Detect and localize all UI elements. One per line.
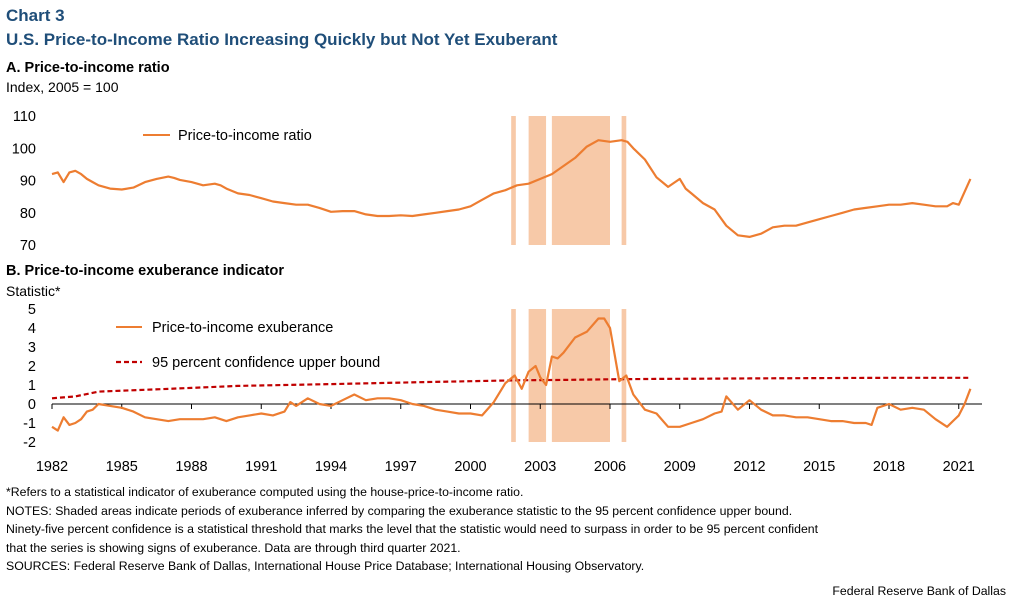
legend-b-bound-label: 95 percent confidence upper bound <box>152 355 380 371</box>
series-confidence-upper-bound <box>51 376 971 400</box>
xtick-label-11: 2015 <box>803 459 835 475</box>
sources: SOURCES: Federal Reserve Bank of Dallas,… <box>6 559 645 573</box>
ytick-a-1: 100 <box>12 141 36 157</box>
ytick-b-4: 1 <box>28 378 36 394</box>
ytick-b-3: 2 <box>28 359 36 375</box>
ytick-b-5: 0 <box>28 397 36 413</box>
xtick-label-2: 1988 <box>175 459 207 475</box>
series-price-to-income-ratio <box>51 139 972 238</box>
ytick-b-6: -1 <box>23 416 36 432</box>
ytick-b-1: 4 <box>28 321 36 337</box>
series <box>51 139 972 432</box>
xtick-label-0: 1982 <box>36 459 68 475</box>
notes-block: *Refers to a statistical indicator of ex… <box>6 483 1021 576</box>
ytick-b-2: 3 <box>28 340 36 356</box>
legend-b-exuberance-label: Price-to-income exuberance <box>152 320 333 336</box>
legend: Price-to-income ratio Price-to-income ex… <box>116 128 380 371</box>
panel-b-title: B. Price-to-income exuberance indicator <box>6 263 284 279</box>
ytick-a-4: 70 <box>20 238 36 254</box>
panel-a-unit-label: Index, 2005 = 100 <box>6 79 119 95</box>
xtick-label-8: 2006 <box>594 459 626 475</box>
notes-line-1: NOTES: Shaded areas indicate periods of … <box>6 503 793 518</box>
ytick-b-0: 5 <box>28 302 36 318</box>
ytick-a-3: 80 <box>20 206 36 222</box>
ytick-b-7: -2 <box>23 435 36 451</box>
shade-a-3 <box>621 116 627 245</box>
chart-number: Chart 3 <box>6 6 65 25</box>
notes-line-3: that the series is showing signs of exub… <box>6 540 461 555</box>
xtick-label-5: 1997 <box>385 459 417 475</box>
xtick-label-9: 2009 <box>664 459 696 475</box>
shade-b-3 <box>621 309 627 442</box>
xtick-label-4: 1994 <box>315 459 347 475</box>
ytick-a-2: 90 <box>20 174 36 190</box>
xtick-label-1: 1985 <box>106 459 138 475</box>
shade-b-2 <box>551 309 610 442</box>
panel-a-title: A. Price-to-income ratio <box>6 60 170 76</box>
shade-b-1 <box>528 309 547 442</box>
xtick-label-7: 2003 <box>524 459 556 475</box>
shade-a-0 <box>511 116 516 245</box>
xtick-label-10: 2012 <box>733 459 765 475</box>
shaded-periods <box>511 116 627 442</box>
xtick-label-6: 2000 <box>454 459 486 475</box>
ytick-a-0: 110 <box>13 109 36 125</box>
panel-b-unit-label: Statistic* <box>6 283 61 299</box>
series-price-to-income-exuberance <box>51 317 972 432</box>
xtick-label-3: 1991 <box>245 459 277 475</box>
chart-title: U.S. Price-to-Income Ratio Increasing Qu… <box>6 30 558 49</box>
legend-a-label: Price-to-income ratio <box>178 128 312 144</box>
notes-line-2: Ninety-five percent confidence is a stat… <box>6 522 819 536</box>
credit: Federal Reserve Bank of Dallas <box>832 584 1006 598</box>
shade-a-2 <box>551 116 610 245</box>
footnote: *Refers to a statistical indicator of ex… <box>6 485 524 499</box>
xtick-label-13: 2021 <box>943 459 975 475</box>
xtick-label-12: 2018 <box>873 459 905 475</box>
